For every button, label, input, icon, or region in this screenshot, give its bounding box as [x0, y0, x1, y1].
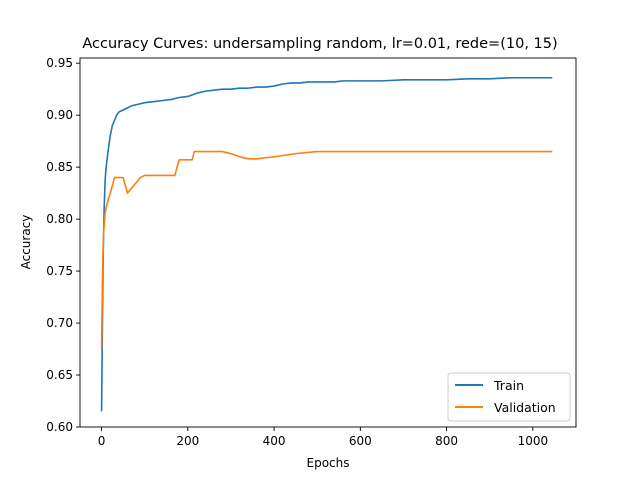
axes-background: [80, 58, 576, 427]
series-layer: [100, 76, 553, 412]
legend: Train Validation: [447, 372, 571, 422]
x-tick-label: 400: [263, 434, 286, 448]
legend-label-validation: Validation: [494, 400, 556, 415]
y-tick-label: 0.75: [46, 264, 73, 278]
series-line-train: [100, 76, 553, 412]
y-axis: 0.60 0.65 0.70 0.75 0.80 0.85 0.90 0.95: [46, 56, 80, 434]
x-axis: 0 200 400 600 800 1000: [98, 427, 548, 448]
y-tick-label: 0.85: [46, 160, 73, 174]
chart-title: Accuracy Curves: undersampling random, l…: [82, 36, 557, 52]
legend-label-train: Train: [493, 378, 524, 393]
x-tick-label: 1000: [518, 434, 549, 448]
x-tick-label: 600: [349, 434, 372, 448]
y-axis-label: Accuracy: [19, 215, 33, 270]
y-tick-label: 0.95: [46, 56, 73, 70]
x-tick-label: 0: [98, 434, 106, 448]
y-tick-label: 0.90: [46, 108, 73, 122]
axes-frame: [79, 57, 577, 428]
y-tick-label: 0.80: [46, 212, 73, 226]
plot-area: [79, 57, 577, 428]
series-line-validation: [100, 150, 553, 350]
y-tick-label: 0.65: [46, 368, 73, 382]
y-tick-label: 0.70: [46, 316, 73, 330]
x-axis-label: Epochs: [307, 456, 350, 470]
x-tick-label: 200: [176, 434, 199, 448]
y-tick-label: 0.60: [46, 420, 73, 434]
x-tick-label: 800: [435, 434, 458, 448]
